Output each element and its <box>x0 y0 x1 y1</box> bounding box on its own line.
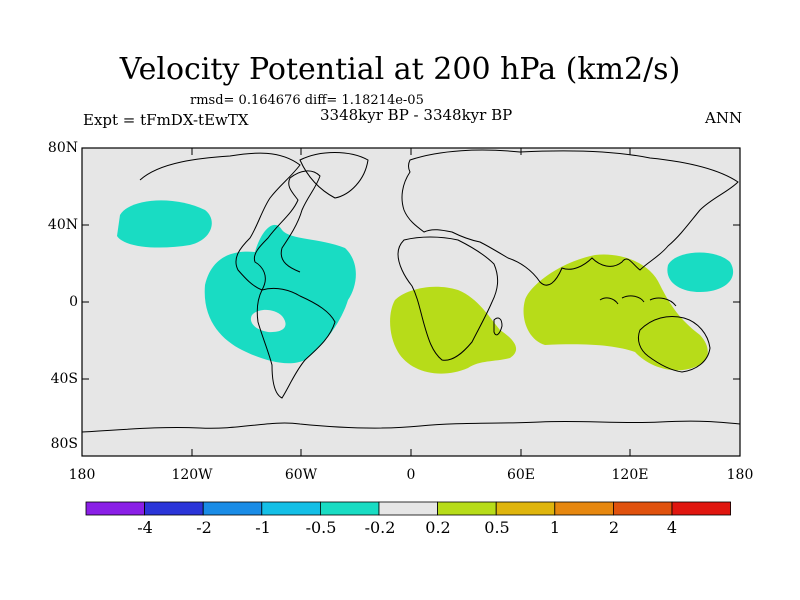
colorbar-label: -0.5 <box>305 518 337 537</box>
x-tick-60w: 60W <box>284 467 318 483</box>
x-tick-180w: 180 <box>68 467 96 483</box>
y-tick-40n: 40N <box>47 217 78 233</box>
colorbar-swatch <box>202 501 263 516</box>
colorbar-label: -1 <box>255 518 271 537</box>
colorbar-swatch <box>319 501 380 516</box>
colorbar-swatch <box>613 501 673 516</box>
colorbar-label: 1 <box>549 518 561 537</box>
x-tick-60e: 60E <box>506 467 536 483</box>
x-tick-0: 0 <box>406 467 416 483</box>
colorbar-swatch <box>437 501 497 516</box>
colorbar-label: 4 <box>666 518 678 537</box>
colorbar-swatch <box>671 501 731 516</box>
stats-label: rmsd= 0.164676 diff= 1.18214e-05 <box>190 93 424 108</box>
axis-ticks <box>81 147 741 457</box>
season-label: ANN <box>705 109 743 127</box>
y-tick-40s: 40S <box>50 371 78 387</box>
map-title: Velocity Potential at 200 hPa (km2/s) <box>119 52 681 87</box>
x-tick-120w: 120W <box>171 467 213 483</box>
x-tick-180e: 180 <box>726 467 754 483</box>
colorbar-swatch <box>144 501 204 516</box>
y-tick-80s: 80S <box>50 436 78 452</box>
period-label: 3348kyr BP - 3348kyr BP <box>320 106 513 124</box>
colorbar <box>85 501 731 516</box>
colorbar-swatch <box>495 501 556 516</box>
colorbar-label: 0.5 <box>484 518 510 537</box>
positive-region-indo-pacific <box>523 254 708 371</box>
positive-region-africa <box>390 286 517 374</box>
experiment-label: Expt = tFmDX-tEwTX <box>83 111 249 129</box>
colorbar-label: -0.2 <box>364 518 396 537</box>
y-tick-0: 0 <box>69 294 78 310</box>
colorbar-label: 2 <box>608 518 620 537</box>
negative-region-north-pacific <box>117 200 212 248</box>
y-tick-80n: 80N <box>47 140 78 156</box>
colorbar-swatch <box>85 501 145 516</box>
colorbar-label: 0.2 <box>425 518 451 537</box>
colorbar-label: -4 <box>137 518 153 537</box>
colorbar-swatch <box>378 501 438 516</box>
negative-region-west-pacific <box>667 252 734 292</box>
colorbar-swatch <box>261 501 321 516</box>
negative-region-americas <box>204 224 356 364</box>
coastlines <box>81 149 741 433</box>
colorbar-swatch <box>554 501 614 516</box>
x-tick-120e: 120E <box>611 467 649 483</box>
colorbar-label: -2 <box>196 518 212 537</box>
